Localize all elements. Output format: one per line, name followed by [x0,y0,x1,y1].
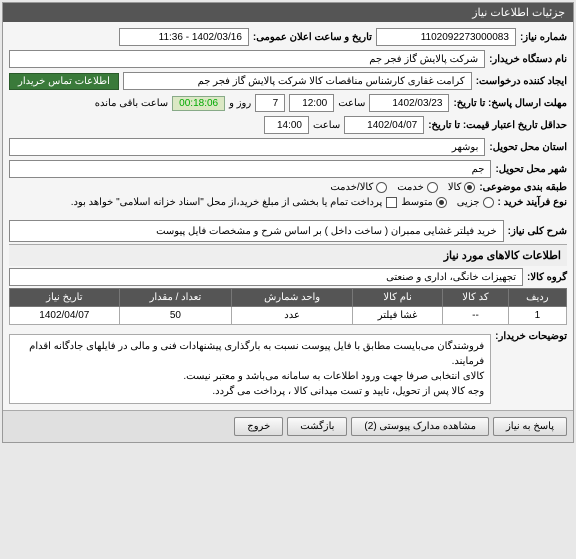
pub-label: تاریخ و ساعت اعلان عمومی: [253,32,372,43]
buyer-note-box: فروشندگان می‌بایست مطابق با فایل پیوست ن… [9,334,491,404]
row-delivery-city: شهر محل تحویل: جم [9,158,567,180]
back-button[interactable]: بازگشت [287,417,347,436]
exit-button[interactable]: خروج [234,417,283,436]
items-table: ردیف کد کالا نام کالا واحد شمارش تعداد /… [9,288,567,325]
hour-label-2: ساعت [313,120,340,131]
attachments-button[interactable]: مشاهده مدارک پیوستی (2) [351,417,489,436]
footer-buttons: پاسخ به نیاز مشاهده مدارک پیوستی (2) باز… [3,410,573,442]
need-no-field: 1102092273000083 [376,28,516,46]
radio-min[interactable]: جزیی [457,197,494,208]
row-validity: حداقل تاریخ اعتبار قیمت: تا تاریخ: 1402/… [9,114,567,136]
radio-dot-icon [436,197,447,208]
requester-field: کرامت غفاری کارشناس مناقصات کالا شرکت پا… [123,72,472,90]
requester-label: ایجاد کننده درخواست: [476,76,567,87]
radio-service[interactable]: خدمت [397,182,438,193]
deadline-hour-field: 12:00 [289,94,334,112]
col-qty: تعداد / مقدار [119,289,232,307]
contact-buyer-button[interactable]: اطلاعات تماس خریدار [9,73,119,90]
row-deadline: مهلت ارسال پاسخ: تا تاریخ: 1402/03/23 سا… [9,92,567,114]
cell-row: 1 [508,307,566,325]
day-label: روز و [229,98,251,109]
table-row[interactable]: 1 -- غشا فیلتر عدد 50 1402/04/07 [10,307,567,325]
radio-dot-icon [483,197,494,208]
radio-mid[interactable]: متوسط [401,197,446,208]
row-delivery-prov: استان محل تحویل: بوشهر [9,136,567,158]
buyer-label: نام دستگاه خریدار: [489,54,567,65]
cell-code: -- [443,307,509,325]
row-buyer-note: توضیحات خریدار: فروشندگان می‌بایست مطابق… [9,329,567,406]
group-label: گروه کالا: [527,272,567,283]
col-date: تاریخ نیاز [10,289,120,307]
validity-date-field: 1402/04/07 [344,116,424,134]
buyer-note-label: توضیحات خریدار: [495,331,567,342]
desc-label: شرح کلی نیاز: [508,226,567,237]
details-panel: جزئیات اطلاعات نیاز شماره نیاز: 11020922… [2,2,574,443]
cell-unit: عدد [232,307,353,325]
col-row: ردیف [508,289,566,307]
row-need-no: شماره نیاز: 1102092273000083 تاریخ و ساع… [9,26,567,48]
days-field: 7 [255,94,285,112]
desc-field: خرید فیلتر غشایی ممبران ( ساخت داخل ) بر… [9,220,504,242]
delivery-city-label: شهر محل تحویل: [495,164,567,175]
row-buyer: نام دستگاه خریدار: شرکت پالایش گاز فجر ج… [9,48,567,70]
hour-label-1: ساعت [338,98,365,109]
items-section-title: اطلاعات کالاهای مورد نیاز [9,244,567,266]
pay-note: پرداخت تمام یا بخشی از مبلغ خرید،از محل … [71,197,383,208]
cell-qty: 50 [119,307,232,325]
radio-goods[interactable]: کالا [448,182,476,193]
delivery-prov-field: بوشهر [9,138,485,156]
process-radio-group: جزیی متوسط [401,197,493,208]
col-name: نام کالا [352,289,442,307]
validity-label: حداقل تاریخ اعتبار قیمت: تا تاریخ: [428,120,567,131]
deadline-label: مهلت ارسال پاسخ: تا تاریخ: [453,98,567,109]
cell-date: 1402/04/07 [10,307,120,325]
row-requester: ایجاد کننده درخواست: کرامت غفاری کارشناس… [9,70,567,92]
process-type-label: نوع فرآیند خرید : [498,197,567,208]
radio-both[interactable]: کالا/خدمت [330,182,387,193]
col-code: کد کالا [443,289,509,307]
need-no-label: شماره نیاز: [520,32,567,43]
subject-radio-group: کالا خدمت کالا/خدمت [330,182,475,193]
table-header-row: ردیف کد کالا نام کالا واحد شمارش تعداد /… [10,289,567,307]
row-desc: شرح کلی نیاز: خرید فیلتر غشایی ممبران ( … [9,218,567,244]
respond-button[interactable]: پاسخ به نیاز [493,417,567,436]
delivery-city-field: جم [9,160,491,178]
row-group: گروه کالا: تجهیزات خانگی، اداری و صنعتی [9,266,567,288]
col-unit: واحد شمارش [232,289,353,307]
buyer-field: شرکت پالایش گاز فجر جم [9,50,485,68]
cell-name: غشا فیلتر [352,307,442,325]
radio-dot-icon [427,182,438,193]
panel-body: شماره نیاز: 1102092273000083 تاریخ و ساع… [3,22,573,410]
row-process-type: نوع فرآیند خرید : جزیی متوسط پرداخت تمام… [9,195,567,210]
delivery-prov-label: استان محل تحویل: [489,142,567,153]
deadline-date-field: 1402/03/23 [369,94,449,112]
row-subject-cat: طبقه بندی موضوعی: کالا خدمت کالا/خدمت [9,180,567,195]
radio-dot-icon [464,182,475,193]
remain-label: ساعت باقی مانده [95,98,168,109]
pay-checkbox[interactable] [386,197,397,208]
radio-dot-icon [376,182,387,193]
subject-cat-label: طبقه بندی موضوعی: [479,182,567,193]
time-remaining: 00:18:06 [172,96,225,111]
group-field: تجهیزات خانگی، اداری و صنعتی [9,268,523,286]
pub-field: 1402/03/16 - 11:36 [119,28,249,46]
validity-hour-field: 14:00 [264,116,309,134]
panel-title: جزئیات اطلاعات نیاز [3,3,573,22]
